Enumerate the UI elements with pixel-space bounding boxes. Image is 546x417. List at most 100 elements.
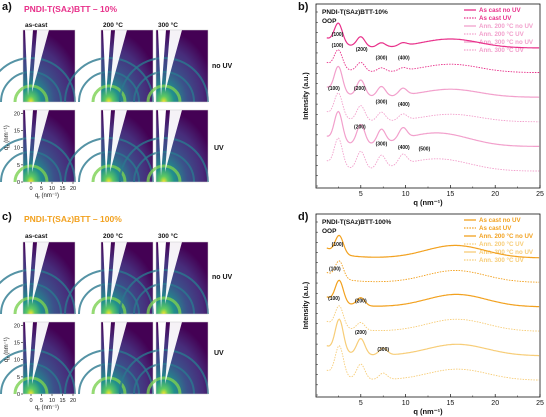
ytick-label: 20 <box>14 111 20 117</box>
peak-annotation: (300) <box>377 347 389 353</box>
legend-entry: As cast no UV <box>479 7 521 14</box>
series-line <box>326 234 540 259</box>
diffraction-ring <box>0 283 62 315</box>
ytick-label: 5 <box>17 163 20 169</box>
heatmap-xaxis: 0 5 10 15 20 <box>29 394 76 404</box>
xtick-label: 20 <box>70 398 76 404</box>
xtick-label: 20 <box>491 191 499 198</box>
series-line <box>326 49 540 73</box>
ytick-label: 0 <box>17 392 20 398</box>
x-axis-label: q (nm⁻¹) <box>413 198 443 207</box>
heatmap-tile <box>64 241 154 315</box>
peak-annotation: (300) <box>376 100 388 106</box>
heatmap-tile <box>64 109 154 183</box>
chart-d: 5 10 15 20 25 q (nm⁻¹) Intensity (a.u.) PNDI-T(… <box>303 213 544 416</box>
diffraction-ring <box>119 349 209 395</box>
peak-annotation: (400) <box>398 55 410 61</box>
peak-annotation: (100) <box>332 43 344 49</box>
legend-entry: As cast no UV <box>479 217 521 224</box>
missing-wedge <box>25 242 33 308</box>
x-axis-label: q (nm⁻¹) <box>413 407 443 416</box>
legend-entry: As cast UV <box>479 225 512 232</box>
diffraction-ring <box>146 296 182 315</box>
missing-wedge <box>165 242 182 304</box>
series-line <box>326 22 540 49</box>
legend-entry: Ann. 200 °C no UV <box>479 23 534 30</box>
xtick-label: 5 <box>40 186 43 192</box>
y-axis-label: Intensity (a.u.) <box>303 72 310 119</box>
missing-wedge <box>158 322 166 388</box>
peak-annotation: (200) <box>354 86 366 92</box>
ytick-label: 15 <box>14 129 20 135</box>
peak-annotation: (100) <box>332 32 344 38</box>
diffraction-ring <box>119 137 209 183</box>
xtick-label: 20 <box>70 186 76 192</box>
panel-letter-a: a) <box>2 1 12 13</box>
heatmap-tile <box>0 109 76 183</box>
heatmap-frame <box>155 241 209 315</box>
peak-annotation: (100) <box>329 266 341 272</box>
heatmap-frame <box>100 109 154 183</box>
heatmap-frame <box>22 321 76 395</box>
xtick-label: 5 <box>359 191 363 198</box>
chart-title: PNDI-T(SAz)BTT-100% <box>322 219 392 226</box>
heatmap-frame <box>22 109 76 183</box>
series-line <box>326 279 540 308</box>
missing-wedge <box>110 110 127 172</box>
heatmap-ylabel: qz (nm⁻¹) <box>4 125 11 150</box>
missing-wedge <box>25 110 33 176</box>
missing-wedge <box>165 30 182 92</box>
panel-letter-c: c) <box>2 211 12 223</box>
heatmap-frame <box>22 29 76 103</box>
diffraction-ring <box>146 84 182 103</box>
missing-wedge <box>32 30 49 92</box>
diffraction-ring <box>146 164 182 183</box>
xtick-label: 5 <box>359 400 363 407</box>
xtick-label: 15 <box>447 400 455 407</box>
series-line <box>326 137 540 172</box>
missing-wedge <box>110 30 127 92</box>
diffraction-ring <box>91 296 127 315</box>
diffraction-ring <box>64 137 154 183</box>
y-axis-label: Intensity (a.u.) <box>303 282 310 329</box>
diffraction-ring <box>13 84 49 103</box>
diffraction-ring <box>13 376 49 395</box>
heatmap-xlabel: qr (nm⁻¹) <box>35 193 59 200</box>
heatmap-tile <box>0 321 76 395</box>
xtick-label: 25 <box>536 400 544 407</box>
peak-annotation: (400) <box>398 145 410 151</box>
series-line <box>326 260 540 283</box>
peak-annotation: (200) <box>356 47 368 53</box>
diffraction-ring <box>0 269 76 315</box>
missing-wedge <box>25 30 33 96</box>
peak-annotation: (300) <box>376 55 388 61</box>
series-line <box>326 65 540 98</box>
xtick-label: 25 <box>536 191 544 198</box>
xtick-label: 15 <box>59 398 65 404</box>
series-line <box>326 92 540 123</box>
diffraction-ring <box>0 57 76 103</box>
panel-c-row-label-nouv: no UV <box>212 274 233 281</box>
heatmap-ylabel: qz (nm⁻¹) <box>4 337 11 362</box>
diffraction-ring <box>64 57 154 103</box>
missing-wedge <box>103 322 111 388</box>
heatmap-tile <box>0 29 76 103</box>
panel-a-row-label-nouv: no UV <box>212 63 233 70</box>
peak-annotation: (200) <box>355 330 367 336</box>
panel-a-col-label-2: 200 °C <box>103 22 123 29</box>
xtick-label: 15 <box>59 186 65 192</box>
diffraction-ring <box>0 71 62 103</box>
heatmap-tile <box>119 29 209 103</box>
diffraction-ring <box>0 363 62 395</box>
panel-a-col-label-1: as-cast <box>25 22 48 29</box>
legend-entry: Ann. 300 °C no UV <box>479 249 534 256</box>
heatmap-frame <box>155 29 209 103</box>
missing-wedge <box>110 322 127 384</box>
chart-subtitle: OOP <box>322 18 337 25</box>
diffraction-ring <box>0 151 62 183</box>
peak-annotation: (300) <box>376 142 388 148</box>
heatmap-frame <box>155 109 209 183</box>
xtick-label: 10 <box>49 186 55 192</box>
